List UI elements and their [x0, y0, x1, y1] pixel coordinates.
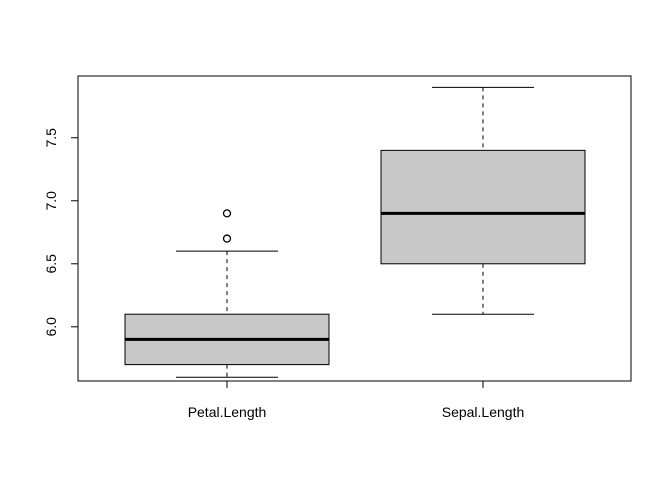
- y-axis: 6.0 6.5 7.0 7.5: [43, 128, 79, 337]
- x-axis: Petal.Length Sepal.Length: [188, 380, 525, 420]
- box-sepal-length: [380, 86, 586, 315]
- y-tick-label: 6.0: [43, 317, 59, 337]
- box-iqr: [380, 149, 586, 265]
- y-tick-label: 6.5: [43, 254, 59, 274]
- x-tick-label: Sepal.Length: [442, 404, 525, 420]
- y-tick-label: 7.0: [43, 191, 59, 211]
- x-tick-label: Petal.Length: [188, 404, 267, 420]
- outlier-point: [222, 234, 232, 243]
- y-tick-label: 7.5: [43, 128, 59, 148]
- boxes: [124, 86, 586, 378]
- box-petal-length: [124, 209, 330, 378]
- outlier-point: [222, 209, 232, 218]
